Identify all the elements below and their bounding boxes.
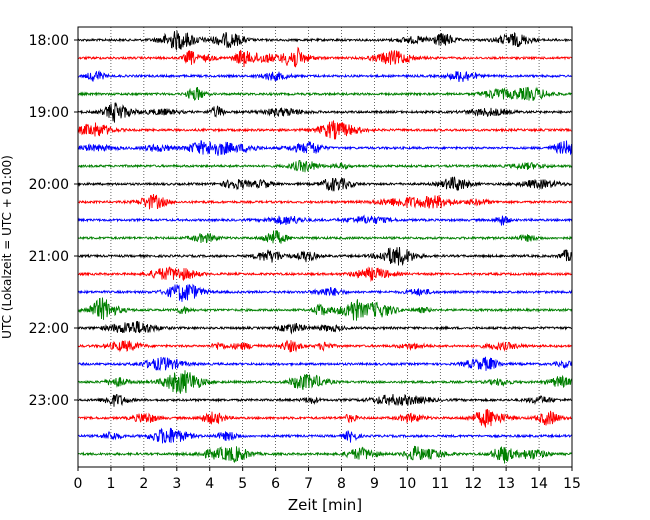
x-tick-label: 5: [238, 476, 247, 492]
trace-1945: [77, 159, 573, 173]
trace-2245: [77, 370, 573, 394]
trace-2045: [77, 229, 573, 244]
y-tick-label: 23:00: [29, 393, 69, 409]
y-tick-label: 19:00: [29, 105, 69, 121]
y-axis-ticks: 18:00 19:00 20:00 21:00 22:00 23:00: [29, 33, 78, 409]
x-tick-label: 6: [271, 476, 280, 492]
seismogram-traces: [77, 30, 573, 464]
x-tick-label: 10: [398, 476, 416, 492]
trace-2230: [77, 356, 573, 372]
vertical-grid-lines: [110, 27, 540, 467]
y-tick-label: 21:00: [29, 249, 69, 265]
y-tick-label: 22:00: [29, 321, 69, 337]
x-tick-label: 2: [139, 476, 148, 492]
trace-1815: [77, 46, 573, 68]
x-tick-label: 12: [464, 476, 482, 492]
trace-2200: [77, 320, 573, 335]
trace-1900: [77, 101, 573, 123]
trace-1830: [77, 70, 573, 82]
plot-frame: [77, 26, 573, 468]
trace-2030: [77, 214, 573, 226]
y-tick-label: 20:00: [29, 177, 69, 193]
x-axis-ticks: 0 1 2 3 4 5 6 7 8 9 10 11 12 13 14 15: [74, 467, 581, 492]
x-tick-label: 15: [563, 476, 581, 492]
trace-1915: [77, 120, 573, 140]
x-tick-label: 8: [337, 476, 346, 492]
trace-2315: [77, 408, 573, 429]
trace-2015: [77, 194, 573, 210]
trace-2345: [77, 445, 573, 464]
trace-2215: [77, 339, 573, 353]
trace-2100: [77, 247, 573, 266]
trace-2115: [77, 266, 573, 283]
trace-2145: [77, 297, 573, 321]
x-tick-label: 4: [205, 476, 214, 492]
x-tick-label: 1: [106, 476, 115, 492]
x-tick-label: 7: [304, 476, 313, 492]
x-tick-label: 3: [172, 476, 181, 492]
x-tick-label: 14: [530, 476, 548, 492]
trace-1845: [77, 86, 573, 101]
trace-2330: [77, 427, 573, 444]
y-axis-label: UTC (Lokalzeit = UTC + 01:00): [0, 155, 14, 339]
trace-2300: [77, 393, 573, 407]
x-tick-label: 13: [497, 476, 515, 492]
trace-2130: [77, 283, 573, 302]
x-tick-label: 9: [370, 476, 379, 492]
y-tick-label: 18:00: [29, 33, 69, 49]
x-axis-label: Zeit [min]: [288, 496, 362, 514]
x-tick-label: 0: [74, 476, 83, 492]
trace-2000: [77, 176, 573, 192]
trace-1800: [77, 30, 573, 52]
x-tick-label: 11: [431, 476, 449, 492]
trace-1930: [77, 140, 573, 156]
